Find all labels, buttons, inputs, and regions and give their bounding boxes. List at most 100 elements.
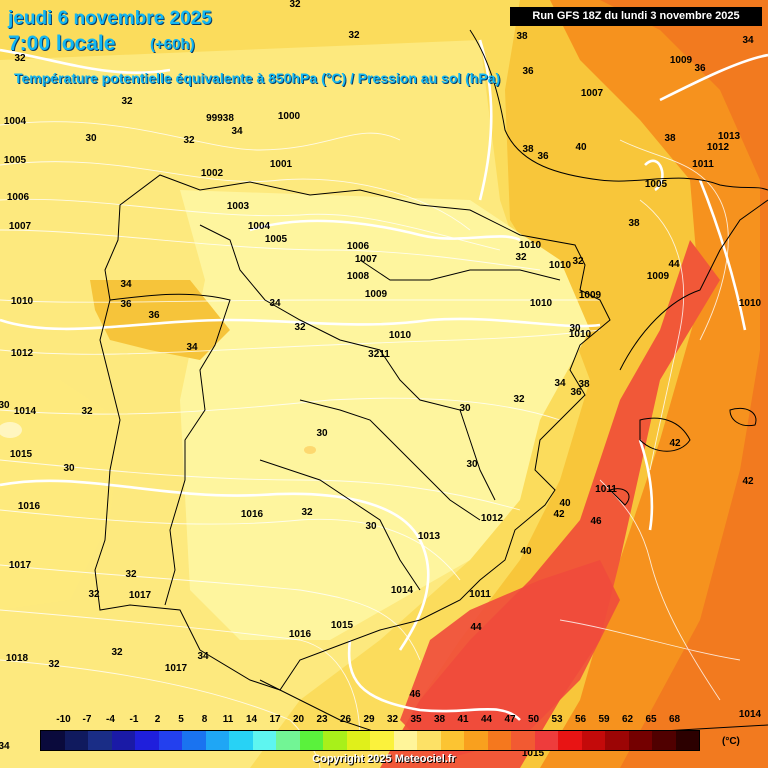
map-value-label: 40 [559, 498, 571, 509]
legend-swatch [605, 731, 629, 750]
legend-tick-label: 26 [339, 714, 352, 725]
map-value-label: 30 [316, 428, 328, 439]
legend-swatch [417, 731, 441, 750]
map-value-label: 1004 [248, 221, 271, 232]
legend-tick-label: 47 [504, 714, 516, 725]
map-value-label: 1010 [389, 330, 412, 341]
map-value-label: 34 [120, 279, 132, 290]
legend-tick-label: 11 [222, 714, 234, 725]
legend-tick-label: 8 [201, 714, 208, 725]
map-value-label: 42 [742, 476, 754, 487]
map-value-label: 34 [186, 342, 198, 353]
legend-tick-label: 17 [269, 714, 281, 725]
legend-tick-label: 41 [457, 714, 469, 725]
map-value-label: 1007 [355, 254, 378, 265]
legend-tick-label: 59 [598, 714, 610, 725]
map-value-label: 1007 [9, 221, 32, 232]
map-value-label: 1009 [365, 289, 388, 300]
legend-tick-label: -1 [129, 714, 139, 725]
legend-tick-label: -10 [56, 714, 71, 725]
forecast-date: jeudi 6 novembre 2025 [8, 8, 212, 29]
legend-swatch [205, 731, 229, 750]
legend-tick-label: 2 [154, 714, 161, 725]
map-value-label: 30 [569, 323, 581, 334]
map-value-label: 1010 [569, 329, 592, 340]
map-value-label: 1015 [10, 449, 33, 460]
map-value-label: 1014 [739, 709, 762, 720]
legend-swatch [88, 731, 112, 750]
legend-tick-label: 14 [245, 714, 258, 725]
map-value-label: 1006 [347, 241, 370, 252]
legend-swatch [346, 731, 370, 750]
map-value-label: 36 [522, 66, 534, 77]
map-value-label: 1009 [670, 55, 693, 66]
run-info: Run GFS 18Z du lundi 3 novembre 2025 [510, 7, 762, 26]
map-value-label: 30 [63, 463, 75, 474]
map-value-label: 1013 [718, 131, 741, 142]
legend-tick-label: 56 [574, 714, 587, 725]
map-value-label: 30 [85, 133, 97, 144]
map-value-label: 34 [742, 35, 754, 46]
map-value-label: 1009 [579, 290, 602, 301]
map-value-label: 99938 [206, 113, 234, 124]
legend-tick-label: 62 [621, 714, 634, 725]
map-value-label: 32 [88, 589, 100, 600]
legend-tick-label: 53 [551, 714, 563, 725]
map-value-label: 1016 [241, 509, 264, 520]
legend-swatch [511, 731, 535, 750]
map-value-label: 38 [516, 31, 528, 42]
map-value-label: 3211 [368, 349, 390, 360]
map-value-label: 1010 [549, 260, 572, 271]
legend-tick-label: 35 [410, 714, 422, 725]
legend-swatch [158, 731, 182, 750]
map-value-label: 1002 [201, 168, 224, 179]
map-value-label: 36 [570, 387, 582, 398]
map-value-label: 42 [669, 438, 681, 449]
map-value-label: 30 [466, 459, 478, 470]
legend-swatch [393, 731, 417, 750]
legend-swatch [64, 731, 88, 750]
legend-swatch [581, 731, 605, 750]
legend-swatch [675, 731, 699, 750]
map-value-label: 1016 [18, 501, 41, 512]
map-value-label: 1004 [4, 116, 27, 127]
map-value-label: 1016 [289, 629, 312, 640]
map-value-label: 34 [231, 126, 243, 137]
legend-swatch [276, 731, 300, 750]
map-value-label: 40 [575, 142, 587, 153]
map-value-label: 32 [81, 406, 93, 417]
map-value-label: 44 [668, 259, 680, 270]
map-value-label: 46 [590, 516, 602, 527]
legend-swatch [628, 731, 652, 750]
map-value-label: 32 [301, 507, 313, 518]
map-value-label: 36 [148, 310, 160, 321]
legend-swatch [323, 731, 347, 750]
map-value-label: 1005 [4, 155, 27, 166]
legend-tick-label: 44 [480, 714, 493, 725]
map-value-label: 32 [183, 135, 195, 146]
map-value-label: 30 [365, 521, 377, 532]
map-value-label: 42 [553, 509, 565, 520]
color-legend [40, 730, 700, 751]
legend-tick-label: 65 [645, 714, 657, 725]
map-value-label: 36 [120, 299, 132, 310]
legend-tick-label: 50 [527, 714, 540, 725]
legend-swatch [464, 731, 488, 750]
map-value-label: 1008 [347, 271, 370, 282]
map-value-label: 1003 [227, 201, 250, 212]
map-value-label: 38 [664, 133, 676, 144]
map-value-label: 1014 [14, 406, 37, 417]
map-value-label: 32 [14, 53, 26, 64]
map-value-label: 1007 [581, 88, 604, 99]
map-value-label: 1009 [647, 271, 670, 282]
map-value-label: 46 [409, 689, 421, 700]
legend-swatch [534, 731, 558, 750]
map-value-label: 32 [111, 647, 123, 658]
forecast-time: 7:00 locale [8, 32, 116, 55]
map-value-label: 34 [554, 378, 566, 389]
map-value-label: 32 [125, 569, 137, 580]
map-value-label: 1012 [481, 513, 504, 524]
map-value-label: 1015 [522, 748, 545, 759]
forecast-offset: (+60h) [150, 36, 195, 53]
map-value-label: 36 [537, 151, 549, 162]
